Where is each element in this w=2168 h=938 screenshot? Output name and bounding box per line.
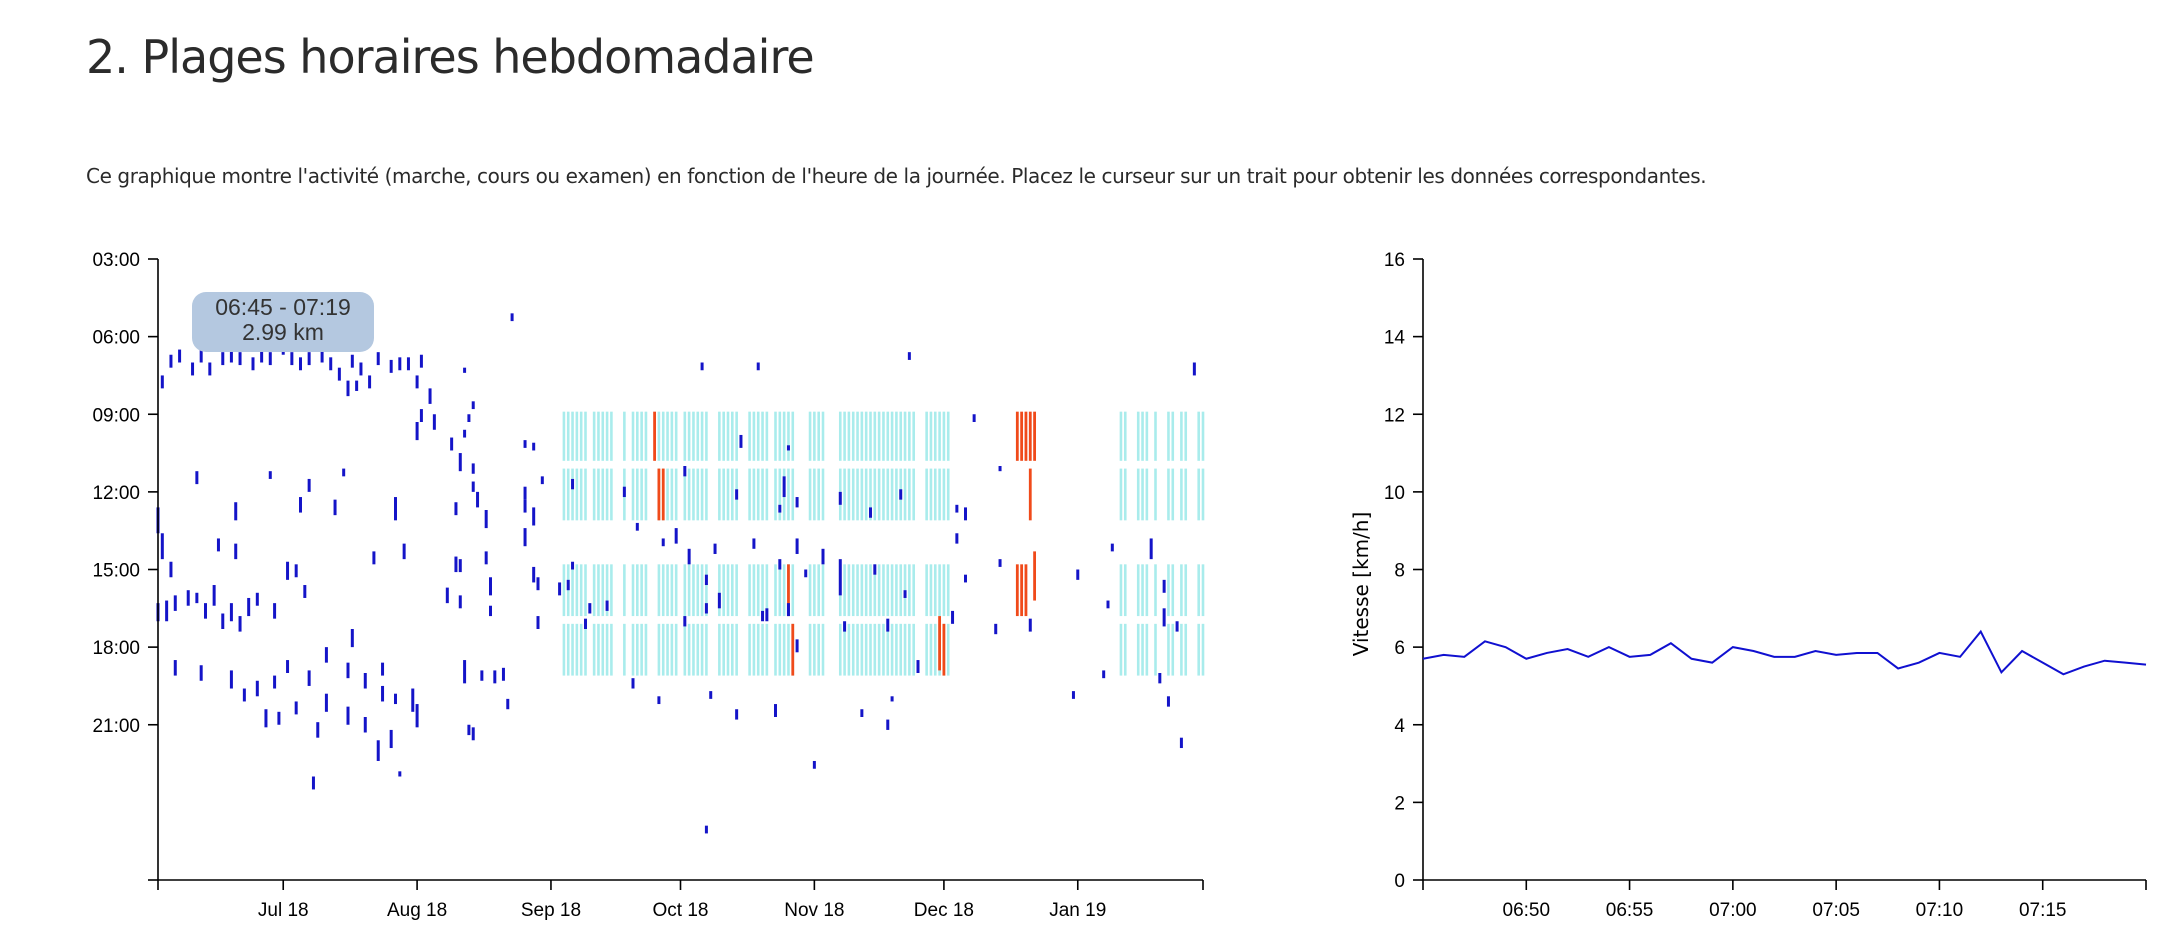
- speed-chart: 0 2 4 6 8 10 12 14 16 06:50 06:55 07:00 07:05 07:10 07…: [1349, 250, 2147, 921]
- x-tick-label: Aug 18: [387, 900, 447, 921]
- speed-y-axis-label: Vitesse [km/h]: [1349, 512, 1373, 657]
- x-tick-label: Jul 18: [258, 900, 309, 921]
- y-tick-label: 15:00: [92, 561, 140, 582]
- y-tick-label: 4: [1394, 716, 1405, 737]
- tooltip-distance: 2.99 km: [242, 319, 324, 345]
- x-tick-label: Sep 18: [521, 900, 581, 921]
- page-title: 2. Plages horaires hebdomadaire: [86, 30, 815, 84]
- x-tick-label: Oct 18: [653, 900, 709, 921]
- y-tick-label: 16: [1384, 250, 1405, 271]
- y-tick-label: 21:00: [92, 716, 140, 737]
- x-tick-label: 06:55: [1606, 900, 1654, 921]
- x-tick-label: Jan 19: [1049, 900, 1106, 921]
- y-tick-label: 12: [1384, 405, 1405, 426]
- y-tick-label: 09:00: [92, 405, 140, 426]
- y-tick-label: 8: [1394, 561, 1405, 582]
- page-description: Ce graphique montre l'activité (marche, …: [86, 164, 1707, 188]
- y-tick-label: 10: [1384, 483, 1405, 504]
- y-tick-label: 06:00: [92, 328, 140, 349]
- activity-tooltip: 06:45 - 07:19 2.99 km: [192, 292, 374, 352]
- activity-axes: 03:00 06:00 09:00 12:00 15:00 18:00 21:00 Jul 1…: [92, 250, 1204, 921]
- speed-axes: 0 2 4 6 8 10 12 14 16 06:50 06:55 07:00 07:05 07:10 07…: [1384, 250, 2147, 921]
- activity-marks: [156, 313, 1205, 834]
- y-tick-label: 2: [1394, 793, 1405, 814]
- x-tick-label: 07:15: [2019, 900, 2067, 921]
- y-tick-label: 03:00: [92, 250, 140, 271]
- activity-chart: 03:00 06:00 09:00 12:00 15:00 18:00 21:00 Jul 1…: [92, 250, 1205, 921]
- x-tick-label: 07:00: [1709, 900, 1757, 921]
- y-tick-label: 14: [1384, 328, 1406, 349]
- y-tick-label: 6: [1394, 638, 1405, 659]
- y-tick-label: 0: [1394, 871, 1405, 892]
- x-tick-label: Dec 18: [914, 900, 974, 921]
- x-tick-label: 06:50: [1503, 900, 1551, 921]
- x-tick-label: 07:05: [1812, 900, 1860, 921]
- tooltip-time-range: 06:45 - 07:19: [215, 294, 351, 320]
- speed-line: [1422, 629, 2147, 676]
- y-tick-label: 18:00: [92, 638, 140, 659]
- x-tick-label: Nov 18: [784, 900, 844, 921]
- tooltip-box: [192, 292, 374, 352]
- x-tick-label: 07:10: [1916, 900, 1964, 921]
- y-tick-label: 12:00: [92, 483, 140, 504]
